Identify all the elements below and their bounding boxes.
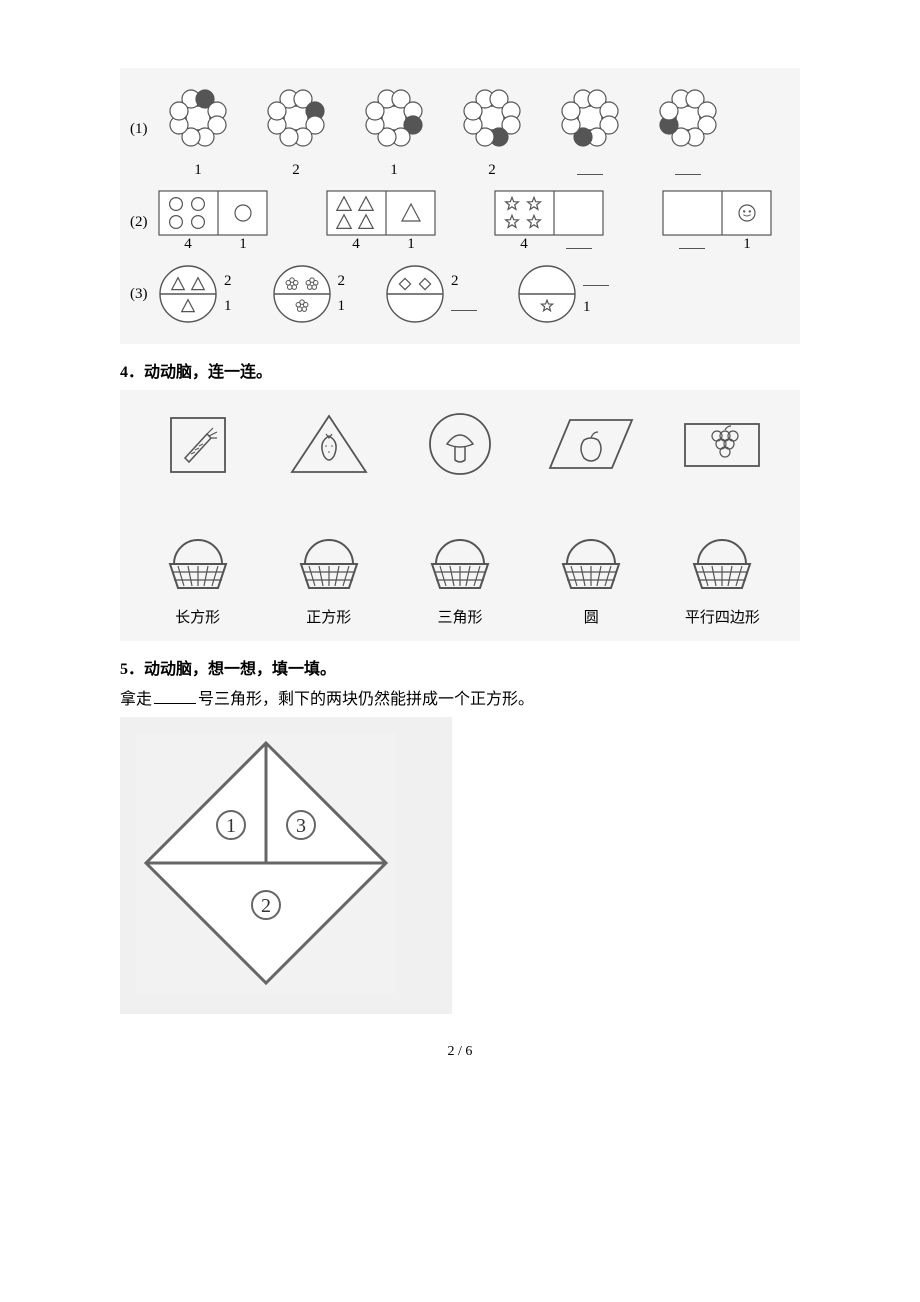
fig2-top-item bbox=[271, 410, 386, 480]
fig1-r2-item: 4 bbox=[494, 190, 604, 254]
fig1-caption: 1 bbox=[218, 236, 268, 253]
fig1-r3-item: 2 bbox=[385, 264, 477, 324]
fig1-caption: 1 bbox=[583, 299, 609, 316]
fig2-top-item bbox=[534, 410, 649, 480]
fig2-top-row bbox=[130, 400, 790, 520]
fig1-r1-item: 1 bbox=[158, 78, 238, 180]
question-5-text: 拿走 号三角形，剩下的两块仍然能拼成一个正方形。 bbox=[120, 685, 800, 709]
figure-diamond-triangles: 1 3 2 bbox=[120, 717, 452, 1014]
fig1-caption: 4 bbox=[326, 236, 386, 253]
fig1-caption: 1 bbox=[390, 162, 398, 179]
fig2-basket-label: 三角形 bbox=[437, 606, 482, 627]
fig1-caption: 2 bbox=[292, 162, 300, 179]
fig1-r1-item: 2 bbox=[256, 78, 336, 180]
fig1-caption[interactable] bbox=[583, 273, 609, 291]
row-label: (2) bbox=[130, 214, 158, 231]
row-label: (3) bbox=[130, 286, 158, 303]
fig1-r2-item: 41 bbox=[158, 190, 268, 254]
fig1-caption: 2 bbox=[224, 273, 232, 290]
fig1-caption: 1 bbox=[224, 298, 232, 315]
fig1-r3-item: 21 bbox=[158, 264, 232, 324]
fig2-basket-item: 平行四边形 bbox=[665, 530, 780, 627]
fig1-caption: 4 bbox=[494, 236, 554, 254]
diamond-svg: 1 3 2 bbox=[136, 733, 396, 993]
fig1-r1-item bbox=[648, 78, 728, 180]
fig1-caption: 1 bbox=[194, 162, 202, 179]
fig1-caption: 1 bbox=[338, 298, 346, 315]
fig1-caption: 1 bbox=[722, 236, 772, 254]
question-5-label: 5．动动脑，想一想，填一填。 bbox=[120, 655, 800, 679]
fig1-caption[interactable] bbox=[675, 162, 701, 180]
fig2-basket-item: 正方形 bbox=[271, 530, 386, 627]
page: (1) 1 2 1 2 (2) 41 41 4 bbox=[0, 0, 920, 1100]
fig2-basket-item: 三角形 bbox=[402, 530, 517, 627]
q5-text-after: 号三角形，剩下的两块仍然能拼成一个正方形。 bbox=[198, 691, 534, 708]
fig2-top-item bbox=[665, 410, 780, 480]
fig2-basket-item: 圆 bbox=[534, 530, 649, 627]
fig1-caption[interactable] bbox=[554, 236, 604, 254]
fig1-caption[interactable] bbox=[577, 162, 603, 180]
row-label: (1) bbox=[130, 121, 158, 138]
fig1-caption: 2 bbox=[488, 162, 496, 179]
fig1-row-3: (3) 21 21 2 1 bbox=[130, 264, 790, 324]
figure-patterns: (1) 1 2 1 2 (2) 41 41 4 bbox=[120, 68, 800, 344]
fig1-r3-item: 1 bbox=[517, 264, 609, 324]
question-4-label: 4．动动脑，连一连。 bbox=[120, 358, 800, 382]
fig1-row-2: (2) 41 41 4 1 bbox=[130, 190, 790, 254]
fig2-basket-label: 正方形 bbox=[306, 606, 351, 627]
fig1-r1-item: 2 bbox=[452, 78, 532, 180]
fig2-basket-label: 圆 bbox=[584, 606, 599, 627]
diamond-label-3: 3 bbox=[296, 815, 306, 837]
fig2-top-item bbox=[140, 410, 255, 480]
fig1-caption[interactable] bbox=[662, 236, 722, 254]
diamond-label-2: 2 bbox=[261, 895, 271, 917]
fig1-r1-item: 1 bbox=[354, 78, 434, 180]
fig1-caption: 1 bbox=[386, 236, 436, 253]
fig1-caption[interactable] bbox=[451, 298, 477, 316]
fig2-top-item bbox=[402, 410, 517, 480]
fig1-r2-item: 1 bbox=[662, 190, 772, 254]
fig2-bottom-row: 长方形 正方形 三角形 圆 平行四边形 bbox=[130, 520, 790, 631]
fig1-caption: 2 bbox=[451, 273, 477, 290]
fig1-r1-item bbox=[550, 78, 630, 180]
fig1-caption: 4 bbox=[158, 236, 218, 253]
fig2-basket-item: 长方形 bbox=[140, 530, 255, 627]
diamond-label-1: 1 bbox=[226, 815, 236, 837]
fig1-r2-item: 41 bbox=[326, 190, 436, 254]
fig1-row-1: (1) 1 2 1 2 bbox=[130, 78, 790, 180]
q5-blank[interactable] bbox=[154, 689, 196, 704]
q5-text-before: 拿走 bbox=[120, 691, 152, 708]
fig2-basket-label: 平行四边形 bbox=[685, 606, 760, 627]
figure-match-shapes: 长方形 正方形 三角形 圆 平行四边形 bbox=[120, 390, 800, 641]
fig1-caption: 2 bbox=[338, 273, 346, 290]
fig2-basket-label: 长方形 bbox=[175, 606, 220, 627]
fig1-r3-item: 21 bbox=[272, 264, 346, 324]
page-number: 2 / 6 bbox=[120, 1044, 800, 1060]
